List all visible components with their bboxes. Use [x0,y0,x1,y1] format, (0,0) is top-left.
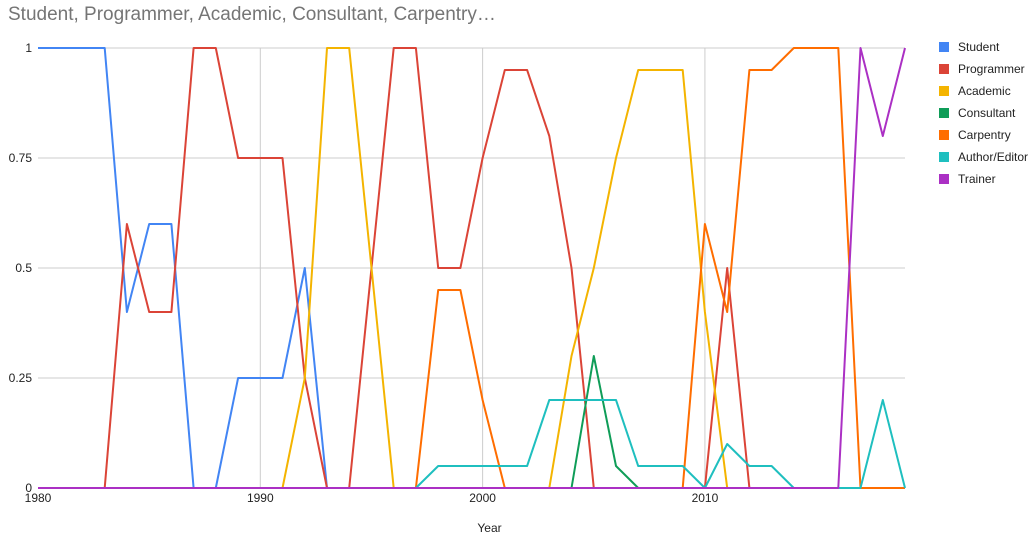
legend-swatch-trainer [939,174,949,184]
x-tick-label: 1980 [25,491,52,505]
x-tick-label: 1990 [247,491,274,505]
chart-title: Student, Programmer, Academic, Consultan… [8,4,496,25]
y-tick-label: 1 [25,41,32,55]
legend: Student Programmer Academic Consultant Carpe… [939,40,1028,186]
legend-label-trainer[interactable]: Trainer [958,172,996,186]
legend-swatch-consultant [939,108,949,118]
series-line-author-editor[interactable] [38,399,906,489]
x-tick-label: 2010 [692,491,719,505]
legend-label-student[interactable]: Student [958,40,1000,54]
y-tick-label: 0 [25,481,32,495]
y-tick-label: 0.5 [15,261,32,275]
legend-label-consultant[interactable]: Consultant [958,106,1016,120]
x-tick-label: 2000 [469,491,496,505]
legend-swatch-carpentry [939,130,949,140]
y-tick-labels: 0 0.25 0.5 0.75 1 [9,41,33,495]
x-tick-labels: 1980 1990 2000 2010 [25,491,719,505]
x-axis-title: Year [477,521,501,535]
legend-label-carpentry[interactable]: Carpentry [958,128,1011,142]
y-tick-label: 0.25 [9,371,33,385]
series-line-trainer[interactable] [38,47,906,489]
legend-swatch-author-editor [939,152,949,162]
grid-lines [38,47,905,489]
series-lines [38,47,906,489]
legend-swatch-programmer [939,64,949,74]
legend-swatch-student [939,42,949,52]
legend-label-author-editor[interactable]: Author/Editor [958,150,1028,164]
y-tick-label: 0.75 [9,151,33,165]
legend-label-programmer[interactable]: Programmer [958,62,1025,76]
legend-swatch-academic [939,86,949,96]
legend-label-academic[interactable]: Academic [958,84,1011,98]
